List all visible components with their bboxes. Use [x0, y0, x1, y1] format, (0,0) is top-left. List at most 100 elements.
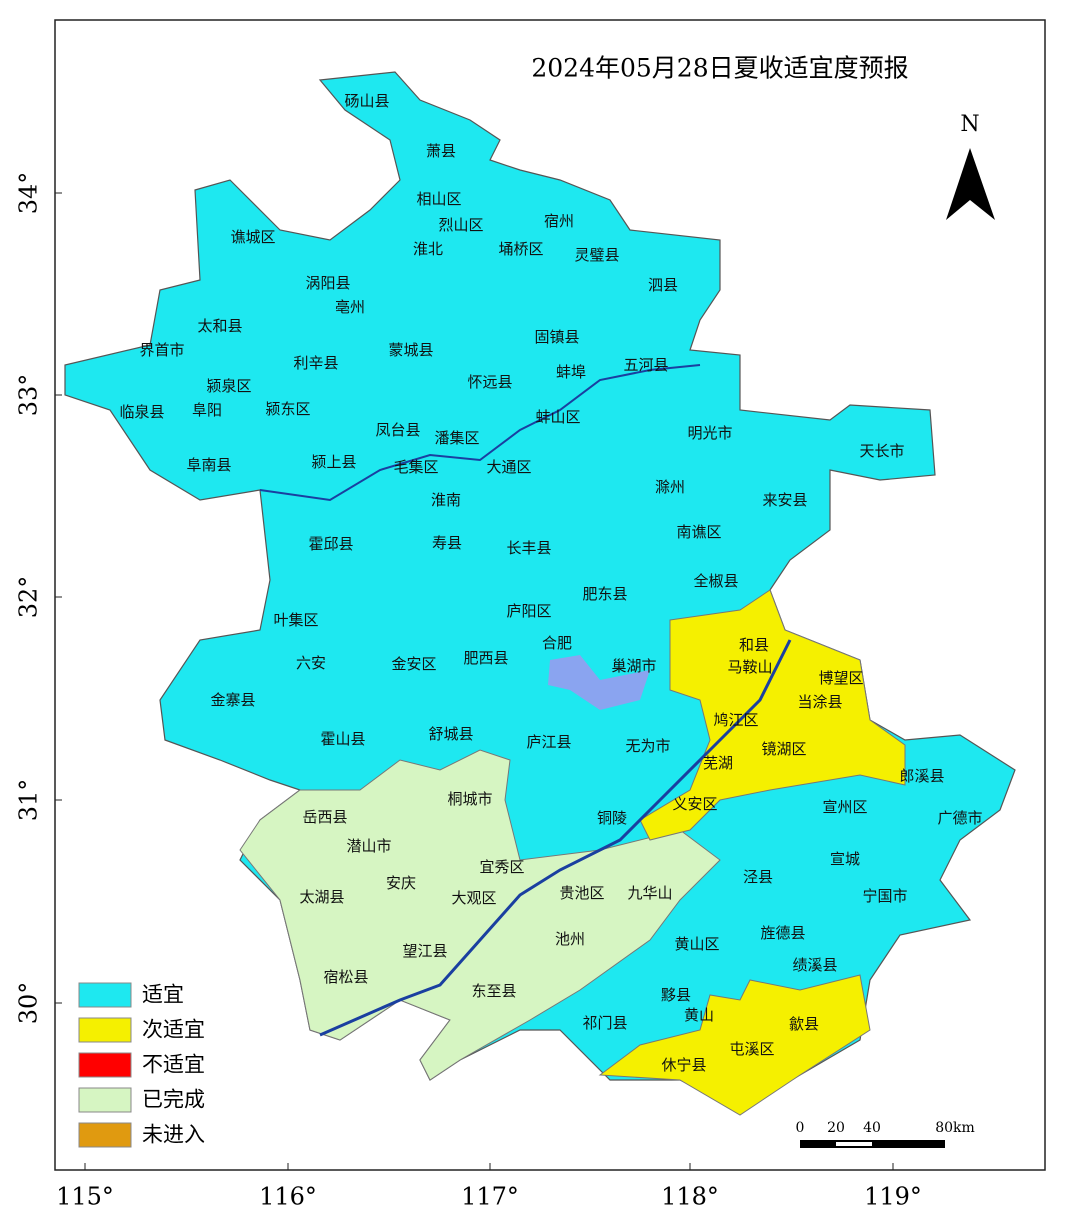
place-label: 谯城区 — [230, 228, 275, 246]
place-label: 怀远县 — [467, 373, 512, 391]
place-label: 滁州 — [655, 478, 685, 496]
place-label: 霍山县 — [320, 730, 365, 748]
longitude-label: 119° — [864, 1183, 922, 1211]
place-label: 阜南县 — [186, 456, 231, 474]
region-sub-suitable — [639, 589, 906, 841]
place-label: 博望区 — [818, 669, 863, 687]
legend-label: 未进入 — [142, 1123, 205, 1147]
place-label: 蚌埠 — [556, 363, 586, 381]
place-label: 蒙城县 — [388, 341, 433, 359]
north-label: N — [960, 112, 979, 137]
place-label: 休宁县 — [661, 1056, 706, 1074]
place-label: 东至县 — [471, 982, 516, 1000]
place-label: 潜山市 — [346, 837, 391, 855]
place-label: 望江县 — [402, 942, 447, 960]
legend-swatch — [78, 1087, 132, 1113]
place-label: 岳西县 — [302, 808, 347, 826]
place-label: 相山区 — [416, 190, 461, 208]
place-label: 当涂县 — [797, 693, 842, 711]
place-label: 长丰县 — [506, 539, 551, 557]
place-label: 六安 — [296, 654, 326, 672]
place-label: 叶集区 — [273, 611, 318, 629]
latitude-label: 32° — [15, 576, 43, 619]
legend-label: 不适宜 — [142, 1053, 205, 1077]
place-label: 义安区 — [672, 795, 717, 813]
place-label: 池州 — [555, 930, 585, 948]
place-label: 萧县 — [426, 142, 456, 160]
place-label: 颍泉区 — [206, 377, 251, 395]
longitude-label: 117° — [461, 1183, 519, 1211]
map-title: 2024年05月28日夏收适宜度预报 — [531, 54, 908, 83]
latitude-label: 33° — [15, 374, 43, 417]
latitude-label: 31° — [15, 779, 43, 822]
place-label: 淮南 — [431, 491, 461, 509]
place-label: 广德市 — [937, 809, 982, 827]
place-label: 蚌山区 — [535, 408, 580, 426]
place-label: 旌德县 — [760, 924, 805, 942]
place-label: 天长市 — [859, 442, 904, 460]
place-label: 埇桥区 — [498, 240, 543, 258]
place-label: 合肥 — [542, 634, 572, 652]
river — [259, 364, 701, 502]
place-label: 固镇县 — [534, 328, 579, 346]
place-label: 涡阳县 — [305, 274, 350, 292]
place-label: 贵池区 — [559, 884, 604, 902]
place-label: 毛集区 — [393, 458, 438, 476]
place-label: 颍上县 — [311, 453, 356, 471]
place-label: 歙县 — [789, 1015, 819, 1033]
place-label: 绩溪县 — [792, 956, 837, 974]
place-label: 五河县 — [623, 356, 668, 374]
place-label: 砀山县 — [344, 92, 389, 110]
place-label: 太和县 — [197, 317, 242, 335]
place-label: 郎溪县 — [899, 767, 944, 785]
place-label: 镜湖区 — [761, 740, 806, 758]
latitude-label: 34° — [15, 172, 43, 215]
place-label: 庐阳区 — [506, 602, 551, 620]
place-label: 亳州 — [335, 298, 365, 316]
place-label: 桐城市 — [447, 790, 492, 808]
scale-label: 80km — [935, 1120, 975, 1136]
region-completed — [239, 749, 721, 1081]
place-label: 太湖县 — [299, 888, 344, 906]
place-label: 凤台县 — [375, 421, 420, 439]
place-label: 寿县 — [432, 534, 462, 552]
legend-swatch — [78, 1122, 132, 1148]
place-label: 临泉县 — [119, 403, 164, 421]
region-sub-suitable — [598, 974, 871, 1116]
legend-label: 次适宜 — [142, 1018, 205, 1042]
place-label: 霍邱县 — [308, 535, 353, 553]
place-label: 庐江县 — [526, 733, 571, 751]
latitude-label: 30° — [15, 982, 43, 1025]
place-label: 安庆 — [386, 874, 416, 892]
place-label: 灵璧县 — [574, 246, 619, 264]
place-label: 金安区 — [391, 655, 436, 673]
legend-swatch — [78, 982, 132, 1008]
place-label: 黟县 — [661, 986, 691, 1004]
place-label: 大观区 — [451, 889, 496, 907]
legend-label: 适宜 — [142, 983, 184, 1007]
place-label: 利辛县 — [293, 354, 338, 372]
place-label: 肥东县 — [582, 585, 627, 603]
place-label: 颍东区 — [265, 400, 310, 418]
place-label: 宁国市 — [862, 887, 907, 905]
place-label: 宣州区 — [822, 798, 867, 816]
place-label: 南谯区 — [676, 523, 721, 541]
place-label: 泗县 — [648, 276, 678, 294]
place-label: 大通区 — [486, 458, 531, 476]
place-label: 烈山区 — [438, 216, 483, 234]
legend-swatch — [78, 1052, 132, 1078]
longitude-label: 118° — [661, 1183, 719, 1211]
scale-bar — [800, 1140, 945, 1148]
place-label: 无为市 — [625, 737, 670, 755]
place-label: 芜湖 — [703, 754, 733, 772]
place-label: 舒城县 — [428, 725, 473, 743]
place-label: 宜秀区 — [479, 858, 524, 876]
place-label: 全椒县 — [693, 572, 738, 590]
place-label: 潘集区 — [434, 429, 479, 447]
place-label: 泾县 — [743, 868, 773, 886]
scale-label: 20 — [827, 1120, 845, 1136]
place-label: 金寨县 — [210, 691, 255, 709]
place-label: 来安县 — [762, 491, 807, 509]
place-label: 和县 — [739, 636, 769, 654]
